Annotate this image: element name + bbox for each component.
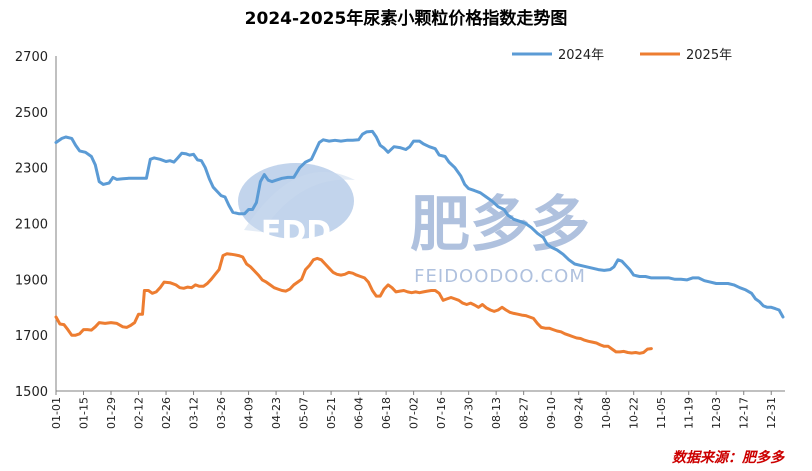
x-tick-label: 03-26 [215, 397, 228, 429]
legend-label-2025: 2025年 [686, 48, 732, 63]
x-tick-label: 11-19 [683, 397, 696, 429]
x-tick-label: 12-31 [765, 397, 778, 429]
source-note: 数据来源：肥多多 [672, 449, 785, 466]
watermark-logo-swoosh-icon [244, 171, 355, 232]
x-tick-label: 01-01 [50, 397, 63, 429]
legend-label-2024: 2024年 [558, 48, 604, 63]
chart-title: 2024-2025年尿素小颗粒价格指数走势图 [245, 8, 568, 29]
x-tick-label: 07-02 [408, 397, 421, 429]
series-group [54, 129, 785, 355]
x-tick-label: 05-21 [325, 397, 338, 429]
y-tick-label: 1700 [15, 329, 48, 344]
x-tick-label: 02-26 [160, 397, 173, 429]
x-tick-label: 06-04 [353, 397, 366, 429]
x-tick-label: 11-05 [655, 397, 668, 429]
series-line-2024 [54, 129, 785, 319]
y-tick-label: 2700 [15, 50, 48, 65]
x-tick-label: 10-08 [600, 397, 613, 429]
x-tick-labels: 01-01 01-15 01-29 02-12 02-26 03-12 03-26 04-09… [50, 391, 778, 429]
series-line-2025 [54, 252, 653, 355]
y-tick-label: 2300 [15, 162, 48, 177]
y-tick-label: 1500 [15, 385, 48, 400]
x-tick-label: 08-13 [490, 397, 503, 429]
watermark-brand-cn: 肥多多 [410, 190, 590, 260]
watermark: FDD 肥多多 FEIDOODOO.COM [238, 163, 590, 287]
x-tick-label: 12-17 [738, 397, 751, 429]
y-tick-label: 2500 [15, 106, 48, 121]
x-tick-label: 04-23 [270, 397, 283, 429]
x-tick-label: 08-27 [518, 397, 531, 429]
x-tick-label: 05-07 [298, 397, 311, 429]
x-tick-label: 10-22 [628, 397, 641, 429]
x-tick-label: 12-03 [710, 397, 723, 429]
x-tick-label: 07-30 [463, 397, 476, 429]
y-tick-labels: 1500 1700 1900 2100 2300 2500 2700 [15, 50, 48, 400]
x-tick-label: 06-18 [380, 397, 393, 429]
legend: 2024年 2025年 [512, 48, 732, 63]
x-tick-label: 04-09 [243, 397, 256, 429]
x-tick-label: 03-12 [188, 397, 201, 429]
x-tick-label: 07-16 [435, 397, 448, 429]
x-tick-label: 01-15 [78, 397, 91, 429]
x-tick-label: 09-24 [573, 397, 586, 429]
x-tick-label: 02-12 [133, 397, 146, 429]
watermark-logo-text: FDD [261, 215, 331, 250]
y-tick-label: 1900 [15, 273, 48, 288]
x-tick-label: 09-10 [545, 397, 558, 429]
watermark-brand-en: FEIDOODOO.COM [414, 266, 586, 287]
axes [55, 56, 785, 392]
x-tick-label: 01-29 [105, 397, 118, 429]
y-tick-label: 2100 [15, 218, 48, 233]
